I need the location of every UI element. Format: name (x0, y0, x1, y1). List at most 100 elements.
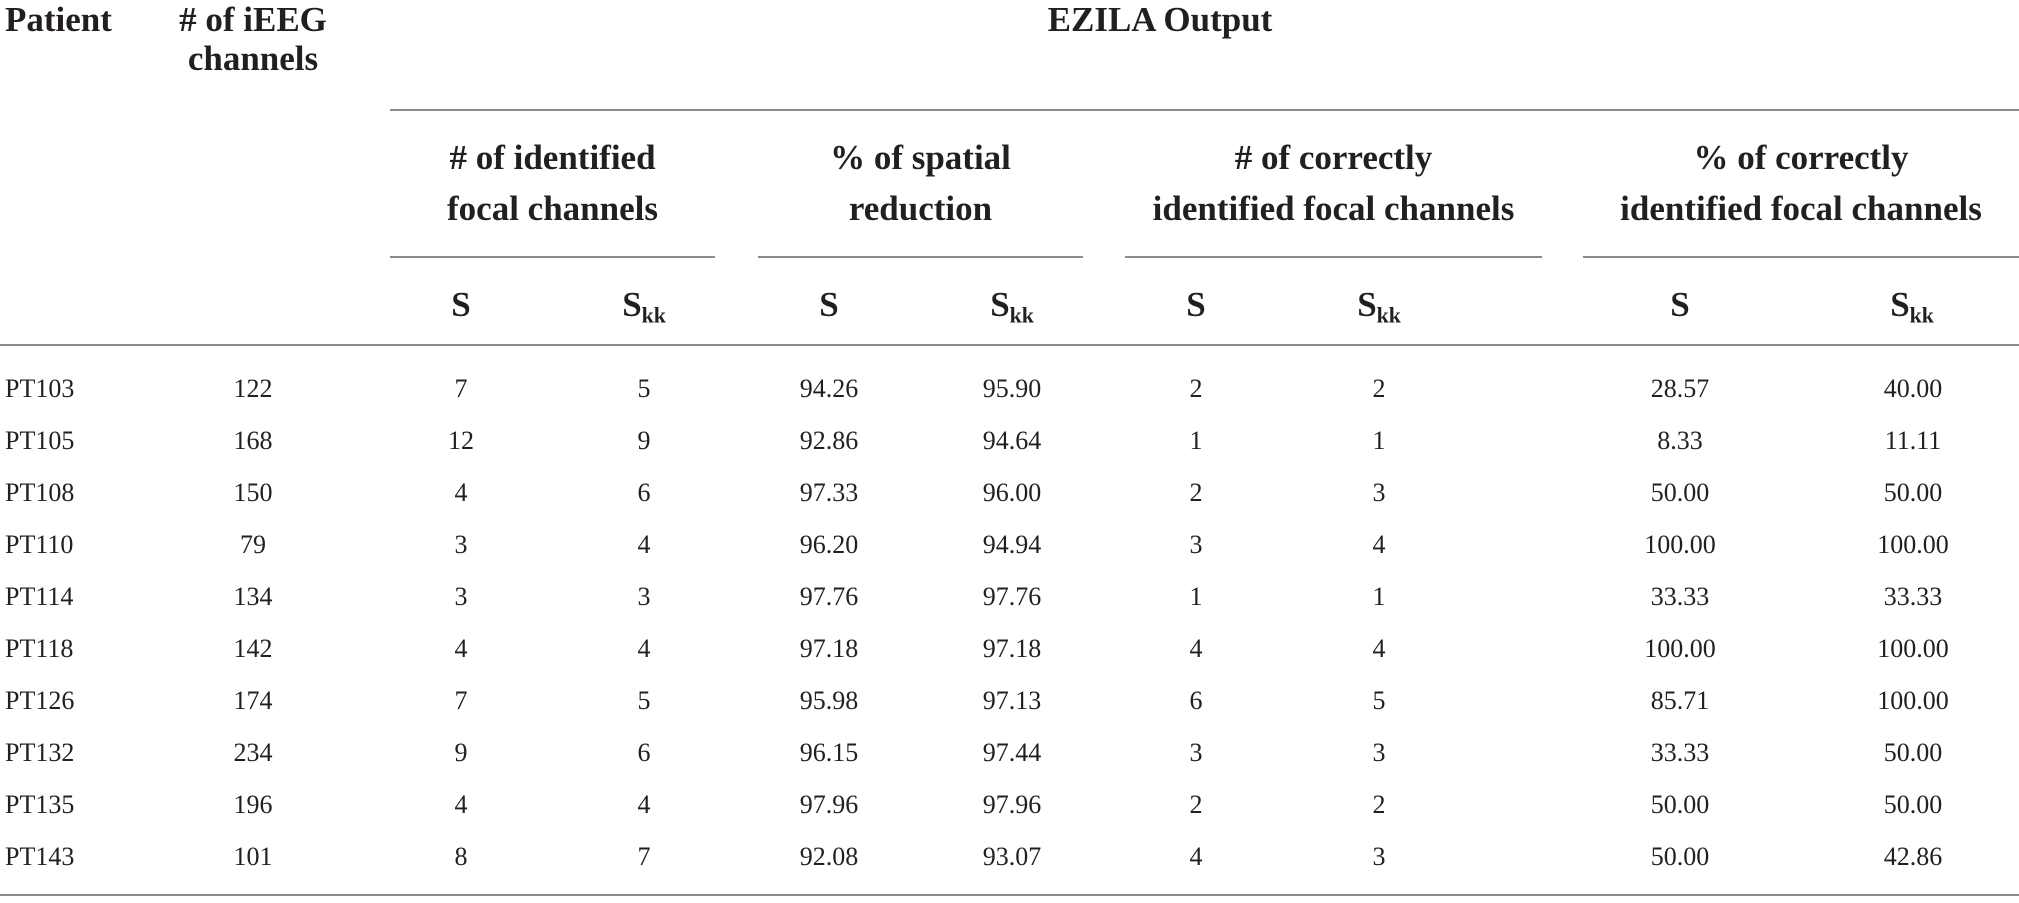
cell-patient: PT126 (5, 686, 75, 715)
cell-spatial-s: 94.26 (799, 374, 859, 403)
cell-correct-percent-s: 33.33 (1650, 582, 1710, 611)
subheader-skk: Skk (972, 279, 1052, 342)
cell-patient: PT108 (5, 478, 75, 507)
cell-correct-count-skk: 1 (1372, 426, 1386, 455)
cell-spatial-skk: 95.90 (982, 374, 1042, 403)
cell-correct-percent-skk: 100.00 (1877, 686, 1949, 715)
subheader-skk-base: S (1890, 285, 1910, 324)
cell-channels: 79 (240, 530, 266, 559)
group-header-line1: # of correctly (1234, 138, 1433, 177)
header-channels-line1: # of iEEG (179, 0, 327, 39)
table-row: PT105 168 12 9 92.86 94.64 1 1 8.33 11.1… (0, 426, 2019, 456)
cell-correct-percent-s: 50.00 (1650, 842, 1710, 871)
cell-correct-count-skk: 4 (1372, 530, 1386, 559)
cell-identified-s: 4 (454, 790, 468, 819)
cell-spatial-s: 97.96 (799, 790, 859, 819)
group-header-line1: % of spatial (830, 138, 1011, 177)
subheader-skk-sub: kk (1009, 303, 1034, 328)
subheader-skk: Skk (1872, 279, 1952, 342)
group-header-identified: # of identified focal channels (390, 132, 715, 234)
subheader-s: S (819, 285, 839, 324)
cell-identified-s: 7 (454, 686, 468, 715)
cell-spatial-skk: 97.76 (982, 582, 1042, 611)
rule-ezila (390, 109, 2019, 111)
cell-identified-skk: 6 (637, 478, 651, 507)
cell-correct-percent-s: 28.57 (1650, 374, 1710, 403)
cell-correct-count-s: 1 (1189, 426, 1203, 455)
cell-channels: 122 (233, 374, 273, 403)
table-row: PT110 79 3 4 96.20 94.94 3 4 100.00 100.… (0, 530, 2019, 560)
cell-correct-count-s: 1 (1189, 582, 1203, 611)
cell-correct-percent-skk: 11.11 (1884, 426, 1942, 455)
cell-correct-count-skk: 4 (1372, 634, 1386, 663)
cell-spatial-s: 95.98 (799, 686, 859, 715)
cell-correct-percent-s: 100.00 (1644, 634, 1716, 663)
cell-correct-percent-s: 33.33 (1650, 738, 1710, 767)
cell-channels: 196 (233, 790, 273, 819)
cell-correct-count-s: 4 (1189, 842, 1203, 871)
group-header-correct-percent: % of correctly identified focal channels (1583, 132, 2019, 234)
cell-correct-count-s: 2 (1189, 478, 1203, 507)
cell-correct-percent-s: 50.00 (1650, 478, 1710, 507)
cell-spatial-s: 92.08 (799, 842, 859, 871)
table-row: PT135 196 4 4 97.96 97.96 2 2 50.00 50.0… (0, 790, 2019, 820)
cell-patient: PT110 (5, 530, 74, 559)
cell-channels: 168 (233, 426, 273, 455)
group-header-line1: % of correctly (1693, 138, 1909, 177)
cell-channels: 142 (233, 634, 273, 663)
cell-correct-count-s: 3 (1189, 738, 1203, 767)
cell-correct-percent-skk: 100.00 (1877, 530, 1949, 559)
group-header-line2: reduction (848, 189, 993, 228)
cell-patient: PT143 (5, 842, 75, 871)
cell-correct-count-skk: 2 (1372, 790, 1386, 819)
rule-group-spatial-reduction (758, 256, 1083, 258)
table-row: PT143 101 8 7 92.08 93.07 4 3 50.00 42.8… (0, 842, 2019, 872)
cell-correct-count-skk: 3 (1372, 478, 1386, 507)
cell-correct-percent-s: 8.33 (1657, 426, 1703, 455)
group-header-spatial-reduction: % of spatial reduction (758, 132, 1083, 234)
cell-spatial-s: 97.76 (799, 582, 859, 611)
cell-identified-skk: 4 (637, 790, 651, 819)
cell-patient: PT118 (5, 634, 74, 663)
cell-identified-skk: 5 (637, 374, 651, 403)
rule-group-correct-percent (1583, 256, 2019, 258)
rule-header-bottom (0, 344, 2019, 346)
cell-spatial-s: 92.86 (799, 426, 859, 455)
cell-identified-s: 3 (454, 530, 468, 559)
cell-channels: 101 (233, 842, 273, 871)
cell-patient: PT103 (5, 374, 75, 403)
cell-identified-s: 4 (454, 634, 468, 663)
cell-correct-percent-skk: 100.00 (1877, 634, 1949, 663)
subheader-skk: Skk (1339, 279, 1419, 342)
cell-spatial-skk: 96.00 (982, 478, 1042, 507)
group-header-line2: identified focal channels (1620, 189, 1982, 228)
cell-correct-percent-skk: 42.86 (1883, 842, 1943, 871)
cell-correct-count-skk: 3 (1372, 842, 1386, 871)
subheader-skk-sub: kk (1909, 303, 1934, 328)
table-row: PT118 142 4 4 97.18 97.18 4 4 100.00 100… (0, 634, 2019, 664)
subheader-skk-base: S (1357, 285, 1377, 324)
header-ezila-output: EZILA Output (1047, 0, 1273, 39)
header-channels-line2: channels (187, 39, 319, 78)
cell-spatial-skk: 97.13 (982, 686, 1042, 715)
cell-spatial-skk: 97.96 (982, 790, 1042, 819)
cell-correct-percent-s: 100.00 (1644, 530, 1716, 559)
cell-identified-s: 3 (454, 582, 468, 611)
group-header-correct-count: # of correctly identified focal channels (1125, 132, 1542, 234)
table-row: PT103 122 7 5 94.26 95.90 2 2 28.57 40.0… (0, 374, 2019, 404)
cell-correct-percent-skk: 50.00 (1883, 790, 1943, 819)
cell-channels: 174 (233, 686, 273, 715)
cell-identified-skk: 7 (637, 842, 651, 871)
table-row: PT108 150 4 6 97.33 96.00 2 3 50.00 50.0… (0, 478, 2019, 508)
subheader-s: S (1186, 285, 1206, 324)
cell-correct-count-skk: 1 (1372, 582, 1386, 611)
cell-identified-skk: 6 (637, 738, 651, 767)
cell-correct-percent-skk: 33.33 (1883, 582, 1943, 611)
header-patient: Patient (5, 0, 112, 39)
cell-spatial-s: 96.15 (799, 738, 859, 767)
cell-channels: 134 (233, 582, 273, 611)
cell-identified-s: 8 (454, 842, 468, 871)
cell-spatial-skk: 97.44 (982, 738, 1042, 767)
cell-spatial-skk: 94.94 (982, 530, 1042, 559)
